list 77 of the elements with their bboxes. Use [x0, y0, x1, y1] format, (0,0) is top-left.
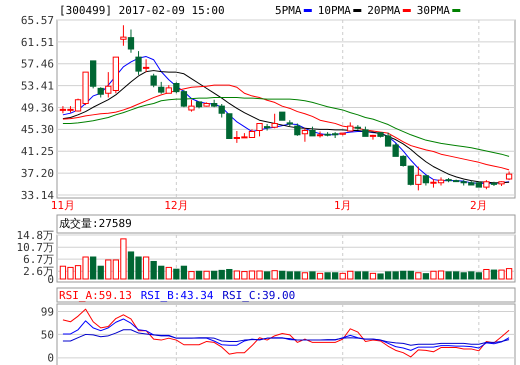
y-tick-label: 57.46 [20, 58, 54, 71]
y-tick-label: 33.14 [20, 188, 54, 202]
y-tick-label: 10.7万 [16, 241, 54, 254]
bar [316, 272, 324, 280]
bar [490, 270, 498, 280]
candlestick [490, 181, 498, 187]
y-tick-label: 99 [40, 305, 54, 318]
bar [272, 270, 278, 280]
bar [196, 270, 202, 280]
bar [483, 268, 490, 280]
y-tick-label: 0 [47, 352, 54, 365]
candlestick [370, 134, 376, 140]
y-tick-label: 53.41 [20, 79, 54, 92]
line-series [62, 329, 510, 346]
bar [142, 256, 150, 280]
bar [370, 272, 376, 280]
bar [302, 272, 308, 280]
chart-title: 成交量:27589 [59, 217, 132, 230]
text: RSI_C:39.00 [222, 289, 296, 302]
bar [415, 272, 422, 280]
series-label: RSI_A:59.13 [59, 289, 132, 302]
y-tick-label: 0 [47, 272, 54, 286]
legend-label: 5PMA [275, 4, 302, 17]
bar [166, 266, 172, 280]
y-tick-label: 6.7万 [23, 252, 54, 266]
candlestick [340, 132, 346, 136]
y-tick-label: 65.57 [20, 14, 54, 27]
y-tick-label: 49.36 [20, 101, 54, 114]
candlestick [422, 174, 430, 186]
candlestick [120, 24, 127, 46]
candlestick [196, 101, 202, 109]
y-tick-label: 61.51 [20, 36, 54, 49]
candlestick [256, 122, 263, 137]
line-series [62, 97, 510, 157]
candlestick [294, 122, 300, 136]
bar [309, 271, 316, 280]
candlestick [264, 123, 270, 131]
candlestick [286, 120, 293, 127]
candlestick [98, 86, 104, 98]
candlestick [309, 126, 316, 137]
y-tick-label: 50 [40, 328, 54, 342]
y-tick-label: 37.20 [20, 166, 54, 180]
x-tick-label: 1月 [334, 199, 352, 212]
candlestick [347, 122, 354, 132]
x-tick-label: 12月 [164, 199, 188, 212]
candlestick [188, 99, 195, 112]
candlestick [279, 112, 286, 122]
line-series [62, 308, 510, 358]
bar [422, 273, 430, 280]
candlestick [203, 102, 210, 108]
bar [203, 270, 210, 280]
candlestick [498, 180, 505, 187]
chart-title: [300499] 2017-02-09 15:00 [59, 4, 225, 17]
candlestick [158, 81, 164, 94]
legend-label: 10PMA [318, 4, 352, 17]
candlestick [272, 113, 278, 129]
x-tick-label: 11月 [50, 199, 76, 212]
candlestick [302, 128, 308, 142]
candlestick [128, 29, 134, 54]
legend-label: 30PMA [416, 4, 450, 17]
candlestick [90, 60, 96, 89]
text: RSI_B:43.34 [140, 289, 214, 302]
bar [264, 271, 270, 280]
y-tick-label: 14.8万 [16, 228, 54, 242]
legend-label: 20PMA [367, 4, 401, 17]
candlestick [150, 73, 157, 88]
bar [188, 271, 195, 280]
y-tick-label: 45.30 [20, 123, 54, 136]
candlestick [354, 124, 361, 130]
candlestick [135, 50, 142, 76]
candlestick [483, 180, 490, 190]
y-tick-label: 41.25 [20, 145, 54, 158]
x-tick-label: 2月 [470, 199, 488, 212]
candlestick [415, 166, 422, 191]
candlestick [362, 126, 369, 137]
candlestick [316, 131, 324, 138]
candlestick [142, 58, 150, 73]
